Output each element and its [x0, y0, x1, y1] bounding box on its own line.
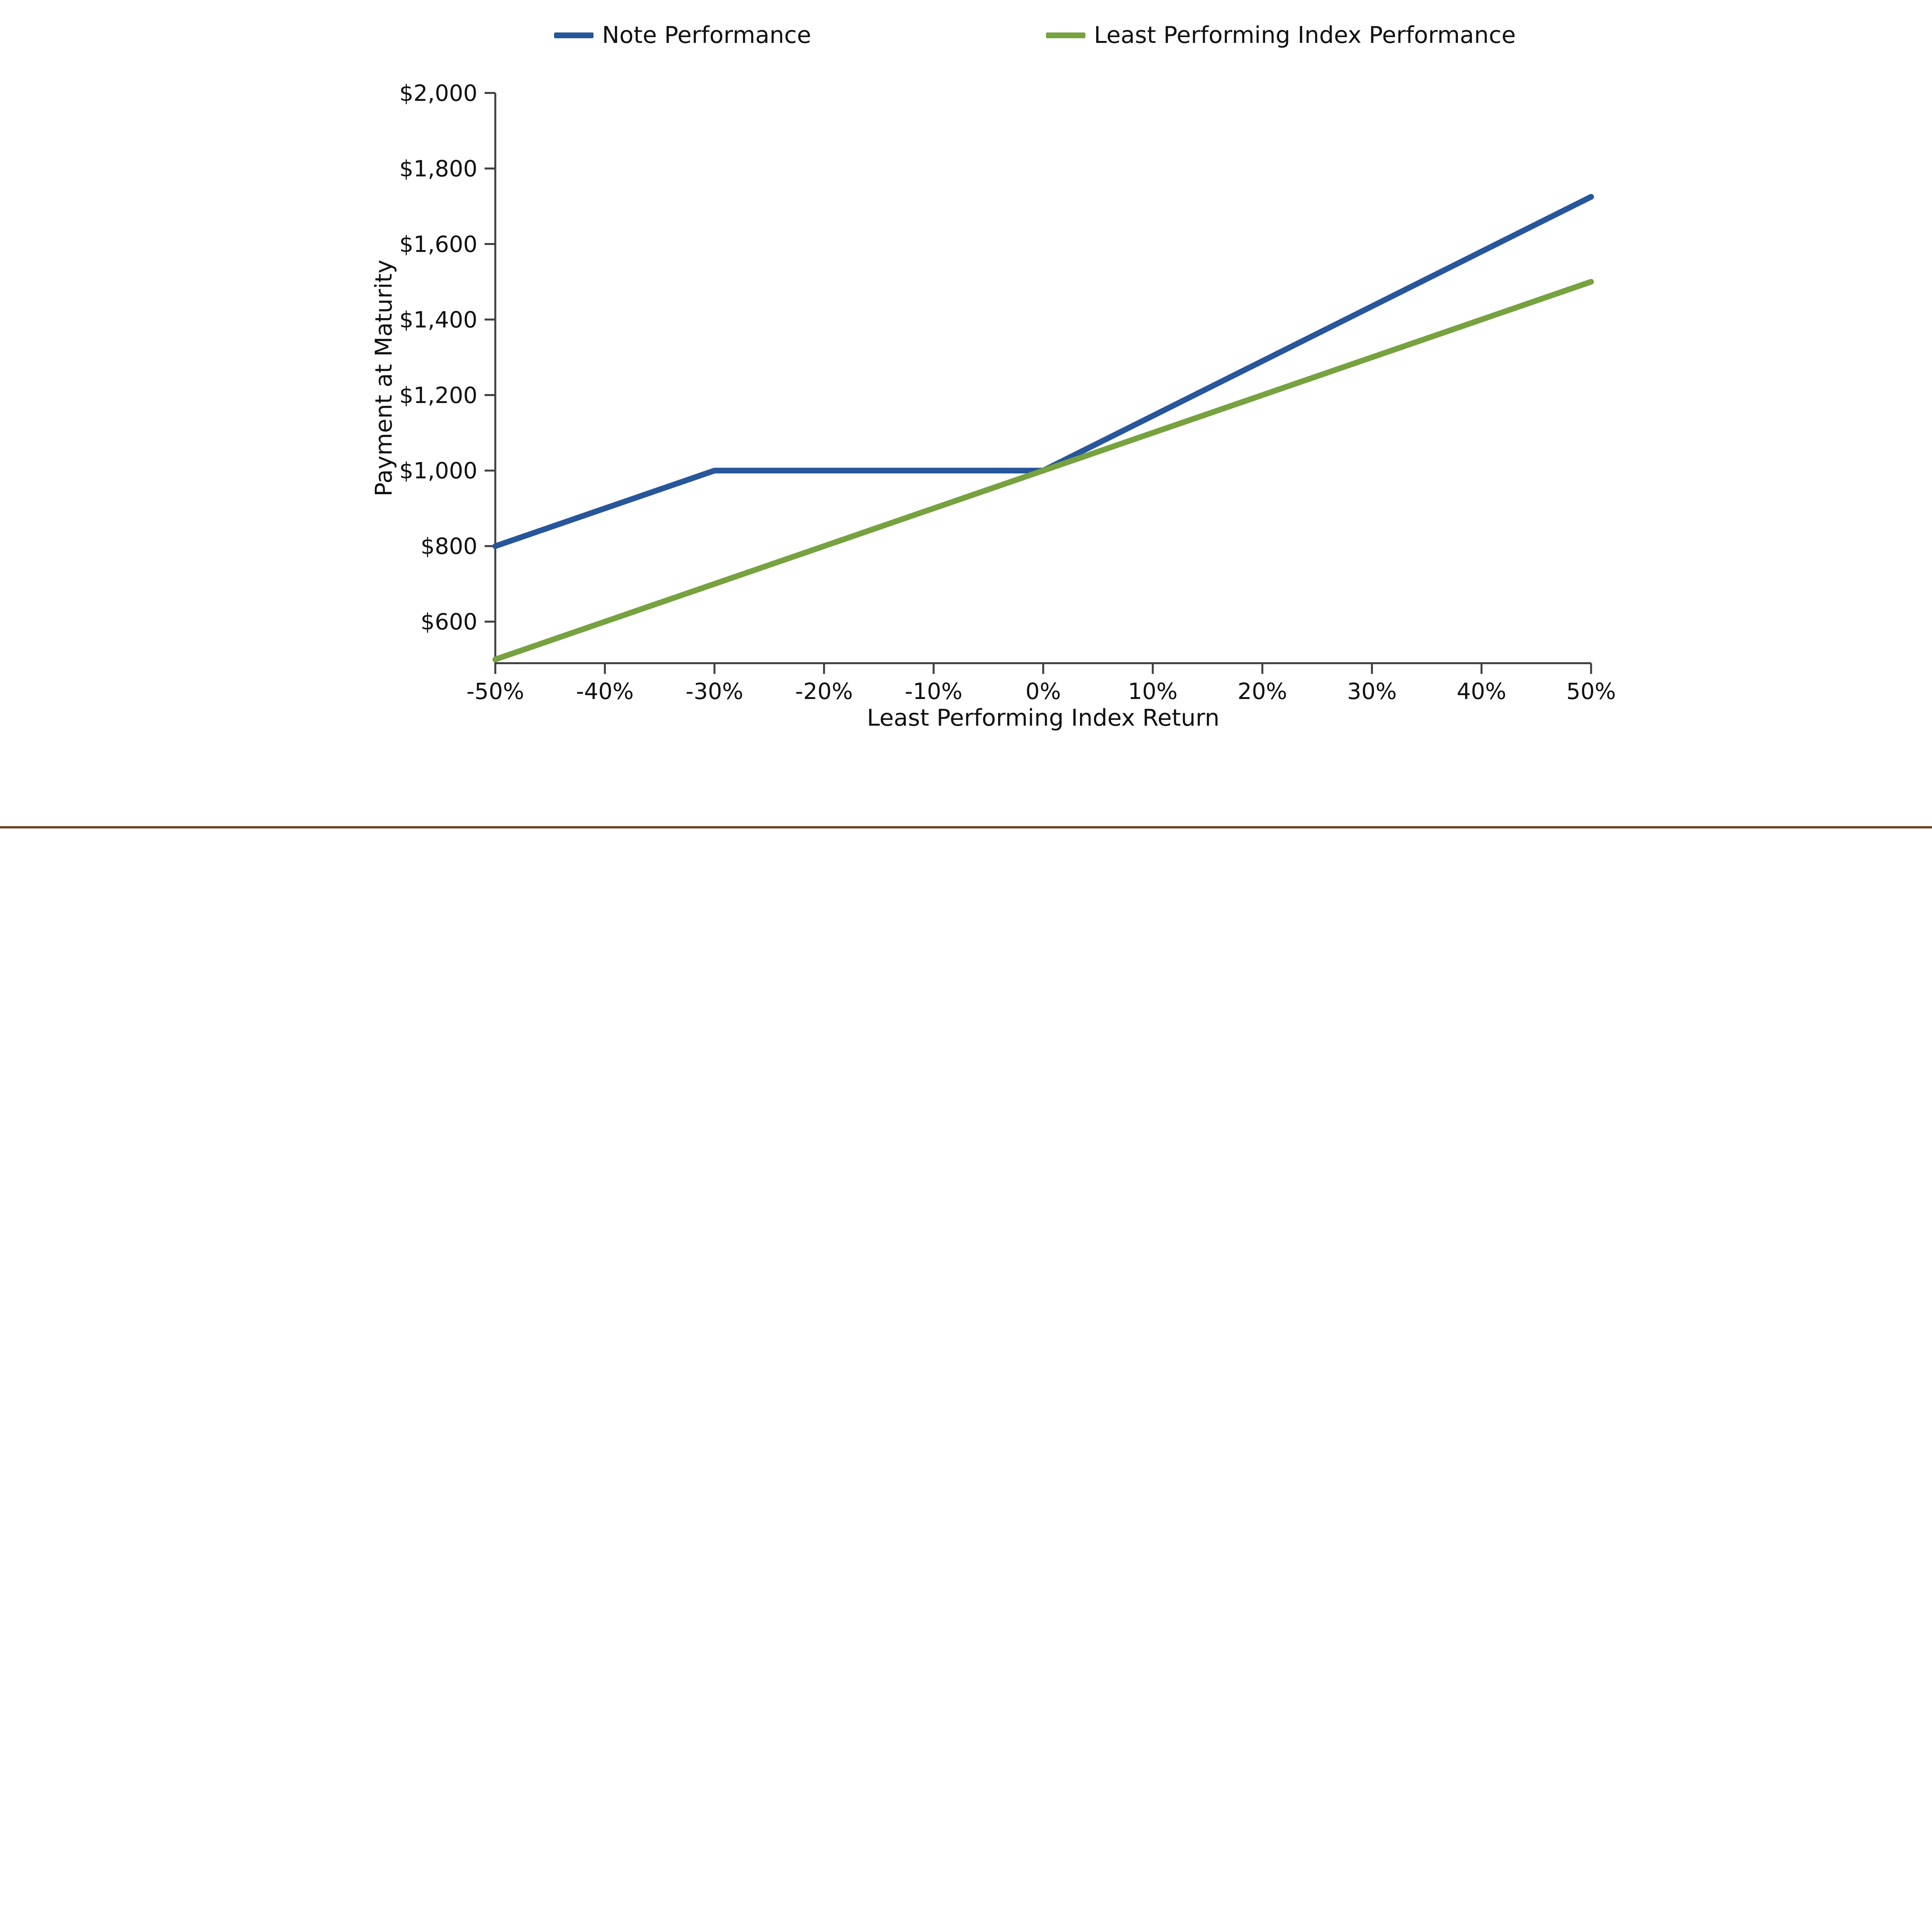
- legend-item-note-performance: Note Performance: [554, 22, 811, 49]
- x-tick-label: 20%: [1238, 678, 1287, 704]
- x-tick-label: -30%: [685, 678, 743, 704]
- series-line-note-performance: [492, 194, 1594, 549]
- series-line-least-performing-index-performance: [492, 279, 1594, 662]
- x-axis-title: Least Performing Index Return: [867, 704, 1220, 731]
- legend-item-least-performing-index: Least Performing Index Performance: [1046, 22, 1516, 49]
- legend-label-least-performing-index: Least Performing Index Performance: [1094, 22, 1516, 49]
- x-tick-label: 0%: [1026, 678, 1061, 704]
- x-tick-label: 30%: [1347, 678, 1397, 704]
- x-tick-label: 10%: [1128, 678, 1178, 704]
- y-axis-title: Payment at Maturity: [371, 260, 398, 497]
- payout-chart: $600 $800 $1,000 $1,200 $1,400 $1,600 $1,800 $2…: [371, 80, 1616, 731]
- y-tick-label: $1,000: [399, 457, 477, 484]
- note-performance-line-swatch: [554, 32, 594, 38]
- x-tick-label: 50%: [1566, 678, 1616, 704]
- x-tick-label: 40%: [1457, 678, 1507, 704]
- x-tick-label: -20%: [795, 678, 853, 704]
- y-tick-label: $1,200: [399, 382, 477, 408]
- y-tick-label: $2,000: [399, 80, 477, 106]
- y-tick-label: $800: [420, 533, 477, 560]
- x-tick-label: -50%: [466, 678, 524, 704]
- legend-label-note-performance: Note Performance: [602, 22, 811, 49]
- y-tick-label: $1,400: [399, 306, 477, 333]
- index-performance-line-swatch: [1046, 32, 1085, 38]
- y-tick-label: $1,600: [399, 231, 477, 257]
- top-section-divider: [0, 826, 1932, 828]
- x-tick-label: -40%: [576, 678, 634, 704]
- x-tick-label: -10%: [905, 678, 963, 704]
- y-tick-label: $1,800: [399, 155, 477, 182]
- y-tick-label: $600: [420, 609, 477, 635]
